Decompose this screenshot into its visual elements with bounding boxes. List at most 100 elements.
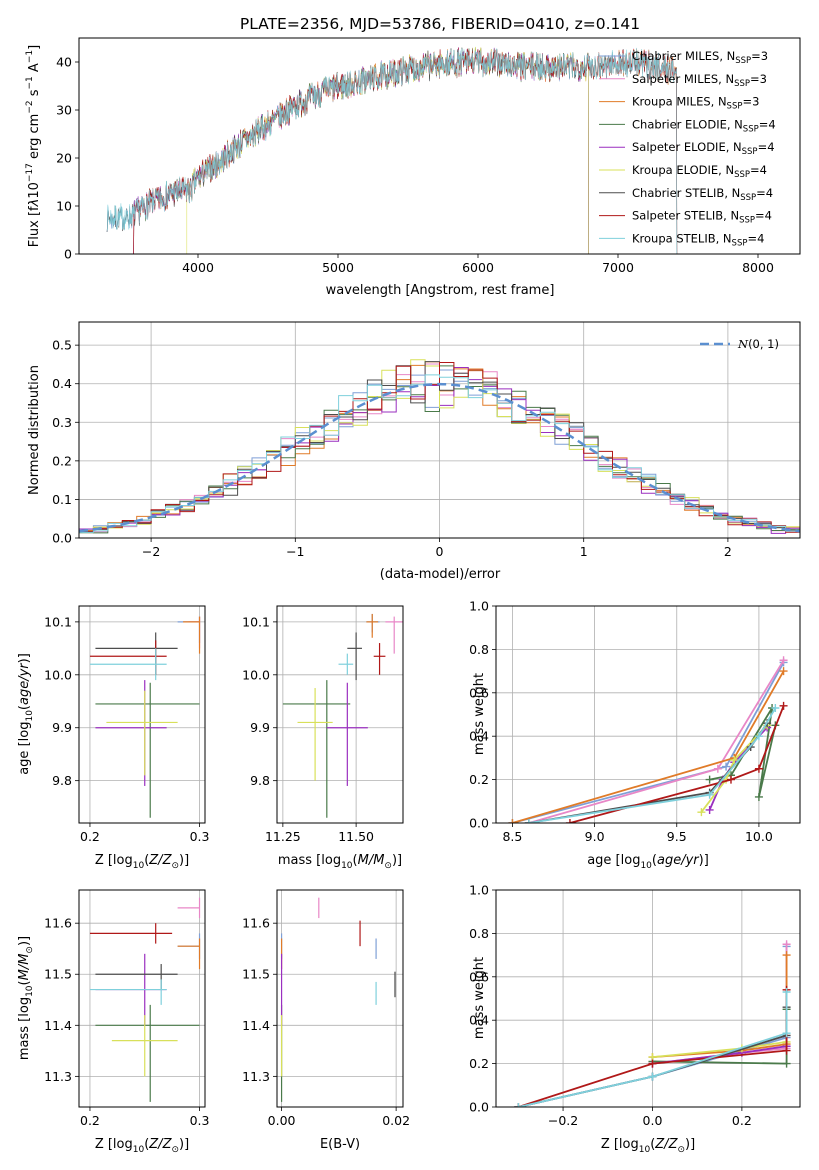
age-vs-mass-plot-area	[277, 606, 403, 823]
spectrum-xtick-label: 5000	[322, 260, 354, 275]
errorbar-point	[95, 682, 200, 818]
errorbar-point	[338, 653, 354, 675]
residuals-xtick-label: −1	[286, 544, 304, 559]
weight-marker	[514, 1103, 523, 1107]
weight_vs_Z-ytick-label: 0.8	[469, 926, 489, 941]
residuals-ytick-label: 0.1	[52, 492, 72, 507]
weight-marker	[782, 987, 791, 996]
weight-marker	[722, 762, 731, 771]
weight-marker	[648, 1072, 657, 1081]
weight-marker	[782, 1059, 791, 1068]
weight_vs_age-xtick-label: 9.5	[667, 829, 687, 844]
mass_vs_Z-ytick-label: 11.4	[44, 1018, 72, 1033]
spectrum-ytick-label: 10	[56, 199, 72, 214]
weight-vs-age-ylabel: mass weight	[472, 673, 487, 755]
age_vs_mass-grid	[277, 606, 403, 823]
mass_vs_ebv-ytick-label: 11.4	[242, 1018, 270, 1033]
errorbar-point	[373, 643, 386, 675]
weight-marker	[754, 732, 763, 741]
age-vs-z-ylabel: age [log10(age/yr)]	[17, 653, 35, 775]
errorbar-point	[95, 964, 178, 990]
errorbar-point	[385, 616, 403, 654]
mass_vs_ebv-marks	[280, 897, 396, 1102]
residuals-ytick-label: 0.5	[52, 338, 72, 353]
spectrum-ytick-label: 20	[56, 151, 72, 166]
legend-entry: Chabrier ELODIE, NSSP=4	[599, 117, 776, 134]
weight-vs-z-panel: −0.2 0.0 0.2 0.0 0.2 0.4 0.6 0.8 1.0 Z [log10(Z/…	[469, 883, 801, 1155]
errorbar-point	[297, 688, 333, 781]
spectrum-ticks: 4000 5000 6000 7000 8000 0 10 20 30 40	[56, 55, 774, 276]
errorbar-point	[89, 979, 167, 1005]
errorbar-point	[177, 938, 201, 970]
spectrum-xtick-label: 8000	[742, 260, 774, 275]
residuals-ytick-label: 0.4	[52, 376, 72, 391]
weight_vs_age-marks	[508, 656, 788, 823]
mass-vs-z-ylabel: mass [log10(M/M⊙)]	[17, 936, 35, 1060]
mass-vs-z-panel: 0.2 0.3 11.3 11.4 11.5 11.6 Z [log10(Z/Z⊙)] m…	[17, 889, 209, 1155]
legend-entry: Kroupa MILES, NSSP=3	[599, 95, 759, 112]
residuals-ticks: −2 −1 0 1 2 0.0 0.1 0.2 0.3 0.4 0.5	[52, 338, 732, 559]
spectrum-line-kroupa-miles	[133, 48, 678, 254]
spectrum-xtick-label: 7000	[602, 260, 634, 275]
mass-vs-ebv-plot-area	[277, 890, 403, 1107]
legend-label: Chabrier STELIB, NSSP=4	[632, 186, 773, 203]
age_vs_mass-ytick-label: 10.0	[242, 667, 270, 682]
legend-label: Kroupa STELIB, NSSP=4	[632, 231, 764, 248]
weight-line-kroupa-stelib	[528, 707, 777, 823]
mass_vs_Z-ytick-label: 11.6	[44, 916, 72, 931]
weight_vs_age-ytick-label: 0.6	[469, 685, 489, 700]
mass-vs-ebv-axes	[276, 889, 404, 1108]
age_vs_mass-ytick-label: 10.1	[242, 614, 270, 629]
residuals-ytick-label: 0.2	[52, 453, 72, 468]
residuals-xlabel: (data-model)/error	[380, 567, 501, 582]
spectrum-legend: Chabrier MILES, NSSP=3 Salpeter MILES, NS…	[599, 49, 776, 248]
legend-entry: Chabrier STELIB, NSSP=4	[599, 186, 773, 203]
age_vs_mass-ytick-label: 9.9	[250, 720, 270, 735]
errorbar-point	[106, 690, 178, 776]
gaussian-legend-label: N(0, 1)	[737, 337, 779, 351]
residuals-panel: −2 −1 0 1 2 0.0 0.1 0.2 0.3 0.4 0.5 N(0, 1) (data-…	[27, 321, 801, 582]
mass-vs-ebv-ticks: 0.00 0.02 11.3 11.4 11.5 11.6	[242, 916, 410, 1128]
weight-marker	[713, 764, 722, 773]
age_vs_Z-ytick-label: 9.8	[52, 773, 72, 788]
age-vs-mass-axes	[276, 605, 404, 824]
weight-marker	[782, 1046, 791, 1055]
residuals-legend: N(0, 1)	[700, 337, 779, 351]
mass_vs_Z-grid	[79, 890, 205, 1107]
mass_vs_Z-xtick-label: 0.3	[190, 1113, 210, 1128]
weight_vs_Z-grid	[496, 889, 800, 1108]
weight-vs-age-xlabel: age [log10(age/yr)]	[587, 853, 709, 871]
weight-marker	[779, 667, 788, 676]
errorbar-point	[177, 897, 201, 919]
legend-label: Salpeter MILES, NSSP=3	[632, 72, 767, 89]
weight-marker	[779, 701, 788, 710]
weight-line-kroupa-stelib	[518, 992, 788, 1107]
mass-vs-z-xlabel: Z [log10(Z/Z⊙)]	[95, 1137, 189, 1155]
weight-marker	[705, 790, 714, 799]
legend-label: Salpeter ELODIE, NSSP=4	[632, 140, 775, 157]
spectrum-line-salpeter-stelib	[133, 47, 678, 254]
errorbar-point	[111, 1015, 178, 1077]
weight-marker	[697, 808, 706, 817]
mass-vs-z-plot-area	[79, 890, 205, 1107]
weight-marker	[726, 775, 735, 784]
age_vs_mass-marks	[282, 613, 403, 818]
errorbar-point	[347, 632, 362, 681]
figure-title: PLATE=2356, MJD=53786, FIBERID=0410, z=0…	[240, 15, 640, 33]
errorbar-point	[326, 682, 368, 786]
mass-vs-z-ticks: 0.2 0.3 11.3 11.4 11.5 11.6	[44, 916, 209, 1128]
weight_vs_age-xtick-label: 9.0	[585, 829, 605, 844]
weight_vs_age-ytick-label: 0.4	[469, 729, 489, 744]
weight_vs_Z-xtick-label: −0.2	[548, 1113, 578, 1128]
spectrum-axes	[78, 37, 801, 255]
errorbar-point	[95, 680, 167, 786]
gaussian-curve	[79, 382, 800, 533]
errorbar-point	[95, 1004, 200, 1102]
residuals-xtick-label: 0	[436, 544, 444, 559]
age_vs_Z-grid	[79, 606, 205, 823]
weight_vs_age-ytick-label: 1.0	[469, 599, 489, 614]
legend-entry: Salpeter ELODIE, NSSP=4	[599, 140, 775, 157]
spectrum-line-salpeter-miles	[133, 47, 678, 254]
age_vs_Z-ytick-label: 10.1	[44, 614, 72, 629]
mass_vs_ebv-ytick-label: 11.3	[242, 1069, 270, 1084]
